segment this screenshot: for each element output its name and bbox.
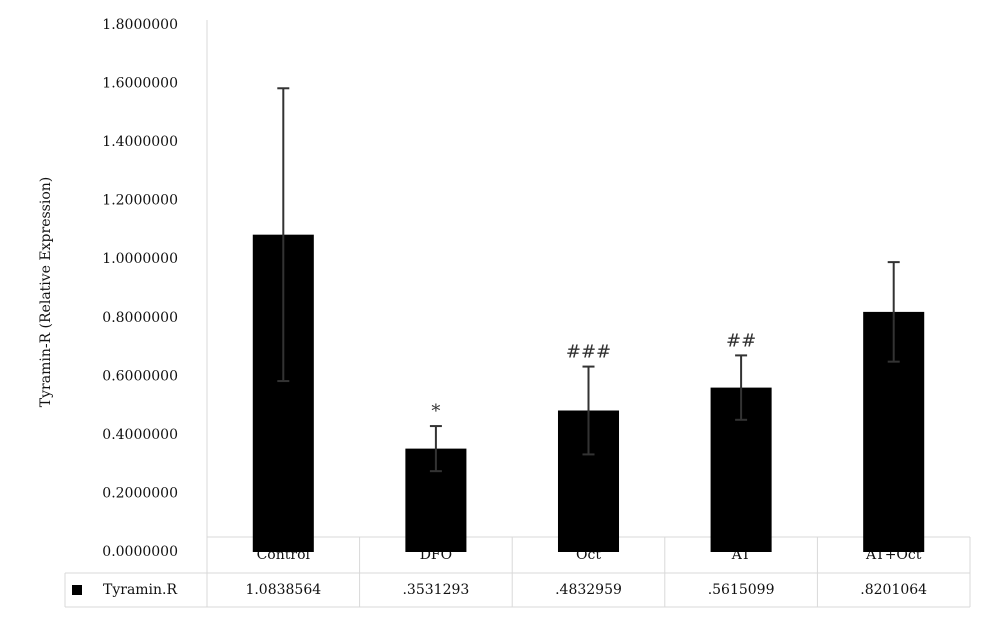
annotation: * bbox=[431, 401, 440, 422]
legend-label: Tyramin.R bbox=[103, 582, 178, 598]
legend-swatch bbox=[72, 585, 82, 595]
y-tick-label: 1.6000000 bbox=[102, 76, 178, 92]
y-tick-label: 1.2000000 bbox=[102, 193, 178, 209]
annotation: ### bbox=[566, 342, 611, 363]
table-value: .5615099 bbox=[708, 582, 775, 598]
y-tick-label: 0.2000000 bbox=[102, 485, 178, 501]
y-tick-label: 1.0000000 bbox=[102, 251, 178, 267]
table-value: 1.0838564 bbox=[245, 582, 321, 598]
y-tick-label: 1.4000000 bbox=[102, 134, 178, 150]
annotation: ## bbox=[726, 330, 756, 351]
table-value: .8201064 bbox=[860, 582, 927, 598]
y-tick-label: 0.8000000 bbox=[102, 310, 178, 326]
table-value: .3531293 bbox=[402, 582, 469, 598]
table-value: .4832959 bbox=[555, 582, 622, 598]
y-axis-label: Tyramin-R (Relative Expression) bbox=[38, 177, 54, 407]
y-tick-label: 0.6000000 bbox=[102, 368, 178, 384]
y-tick-label: 0.0000000 bbox=[102, 544, 178, 560]
y-tick-label: 0.4000000 bbox=[102, 427, 178, 443]
y-tick-label: 1.8000000 bbox=[102, 17, 178, 33]
